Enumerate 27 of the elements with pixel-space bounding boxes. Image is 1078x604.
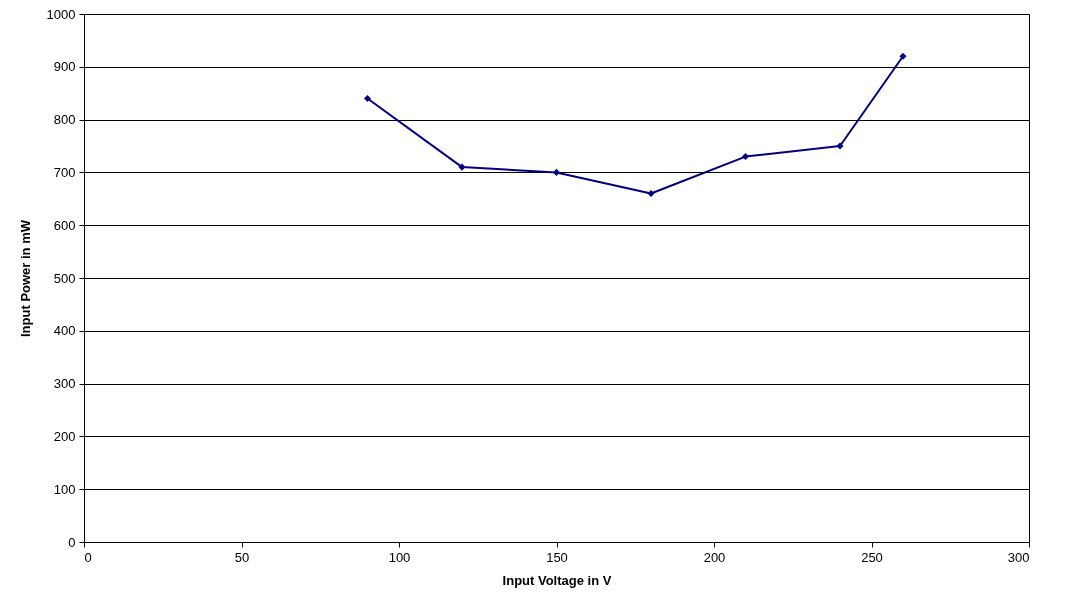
x-tick-label: 0 [84,549,92,565]
y-tick-label: 600 [53,217,76,233]
point [899,52,907,60]
x-axis-title: Input Voltage in V [502,572,612,588]
x-tick-label: 50 [234,549,250,565]
y-tick-label: 900 [53,59,76,75]
x-tick-label: 100 [388,549,411,565]
y-tick-label: 700 [53,164,76,180]
x-tick-label: 150 [546,549,568,565]
y-tick-label: 500 [53,270,76,286]
point [363,94,372,103]
point [458,163,466,171]
x-tick-label: 200 [703,549,726,565]
y-tick-label: 100 [53,481,76,497]
y-tick-label: 400 [53,323,76,339]
y-tick-label: 200 [53,428,76,444]
point [836,142,844,150]
y-tick-label: 1000 [46,6,76,22]
point [552,168,561,176]
y-tick-label: 800 [53,112,76,128]
y-tick-label: 0 [68,534,76,550]
x-tick-label: 250 [861,549,883,565]
y-axis-title: Input Power in mW [17,219,33,337]
x-tick-label: 300 [1007,549,1030,565]
point [647,189,655,198]
y-tick-label: 300 [53,376,76,392]
point [741,153,750,161]
